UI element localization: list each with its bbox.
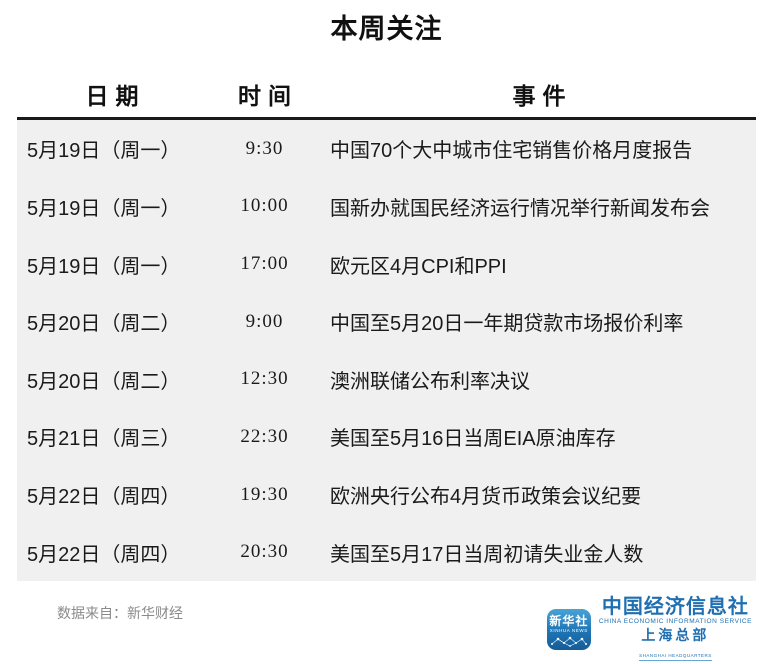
- event-cell: 中国70个大中城市住宅销售价格月度报告: [330, 140, 693, 163]
- time-cell: 9:30: [245, 137, 284, 159]
- event-cell: 美国至5月16日当周EIA原油库存: [330, 428, 616, 451]
- time-cell: 19:30: [240, 483, 289, 505]
- time-cell: 12:30: [240, 368, 289, 390]
- event-cell: 中国至5月20日一年期贷款市场报价利率: [330, 313, 684, 336]
- table-body: 5月19日（周一） 9:30 中国70个大中城市住宅销售价格月度报告 5月19日…: [17, 120, 756, 581]
- event-cell: 美国至5月17日当周初请失业金人数: [330, 543, 644, 566]
- table-header: 日期 时间 事件: [17, 70, 756, 120]
- header-time: 时间: [238, 83, 298, 109]
- date-cell: 5月19日（周一）: [27, 140, 181, 163]
- time-cell: 22:30: [240, 425, 289, 447]
- date-cell: 5月19日（周一）: [27, 197, 181, 220]
- org-text-block: 中国经济信息社 CHINA ECONOMIC INFORMATION SERVI…: [599, 597, 752, 662]
- events-table: 日期 时间 事件 5月19日（周一） 9:30 中国70个大中城市住宅销售价格月…: [17, 70, 756, 581]
- time-cell: 20:30: [240, 541, 289, 563]
- event-cell: 澳洲联储公布利率决议: [330, 370, 530, 393]
- xinhua-news-icon: 新华社 XINHUA NEWS: [546, 609, 591, 650]
- network-constellation-icon: [550, 636, 587, 647]
- event-cell: 国新办就国民经济运行情况举行新闻发布会: [330, 197, 710, 220]
- org-name: 中国经济信息社: [601, 596, 749, 618]
- time-cell: 9:00: [245, 310, 284, 332]
- xinhua-icon-subtitle: XINHUA NEWS: [549, 627, 588, 633]
- table-row: 5月22日（周四） 20:30 美国至5月17日当周初请失业金人数: [17, 523, 756, 581]
- date-cell: 5月21日（周三）: [27, 428, 181, 451]
- org-name-en: CHINA ECONOMIC INFORMATION SERVICE: [598, 618, 752, 625]
- xinhua-icon-title: 新华社: [549, 613, 589, 628]
- data-source: 数据来自：新华财经: [57, 605, 183, 621]
- org-logo: 新华社 XINHUA NEWS 中国经济信息社: [546, 597, 752, 662]
- table-row: 5月22日（周四） 19:30 欧洲央行公布4月货币政策会议纪要: [17, 466, 756, 524]
- date-cell: 5月19日（周一）: [27, 255, 181, 278]
- date-cell: 5月20日（周二）: [27, 370, 181, 393]
- page-title: 本周关注: [330, 14, 443, 44]
- table-row: 5月21日（周三） 22:30 美国至5月16日当周EIA原油库存: [17, 408, 756, 466]
- footer: 数据来自：新华财经 新华社 XINHUA NEWS: [17, 597, 756, 662]
- header-event: 事件: [512, 83, 573, 109]
- date-cell: 5月22日（周四）: [27, 543, 181, 566]
- time-cell: 17:00: [240, 253, 289, 275]
- date-cell: 5月20日（周二）: [27, 313, 181, 336]
- branch-name-en: SHANGHAI HEADQUARTERS: [639, 653, 712, 661]
- branch-name: 上海总部: [641, 629, 710, 644]
- header-date: 日期: [85, 83, 146, 109]
- table-row: 5月19日（周一） 17:00 欧元区4月CPI和PPI: [17, 235, 756, 293]
- table-row: 5月19日（周一） 10:00 国新办就国民经济运行情况举行新闻发布会: [17, 178, 756, 236]
- event-cell: 欧洲央行公布4月货币政策会议纪要: [330, 486, 642, 509]
- table-row: 5月20日（周二） 9:00 中国至5月20日一年期贷款市场报价利率: [17, 293, 756, 351]
- event-cell: 欧元区4月CPI和PPI: [330, 255, 507, 278]
- table-row: 5月20日（周二） 12:30 澳洲联储公布利率决议: [17, 351, 756, 409]
- date-cell: 5月22日（周四）: [27, 486, 181, 509]
- table-row: 5月19日（周一） 9:30 中国70个大中城市住宅销售价格月度报告: [17, 120, 756, 178]
- time-cell: 10:00: [240, 195, 289, 217]
